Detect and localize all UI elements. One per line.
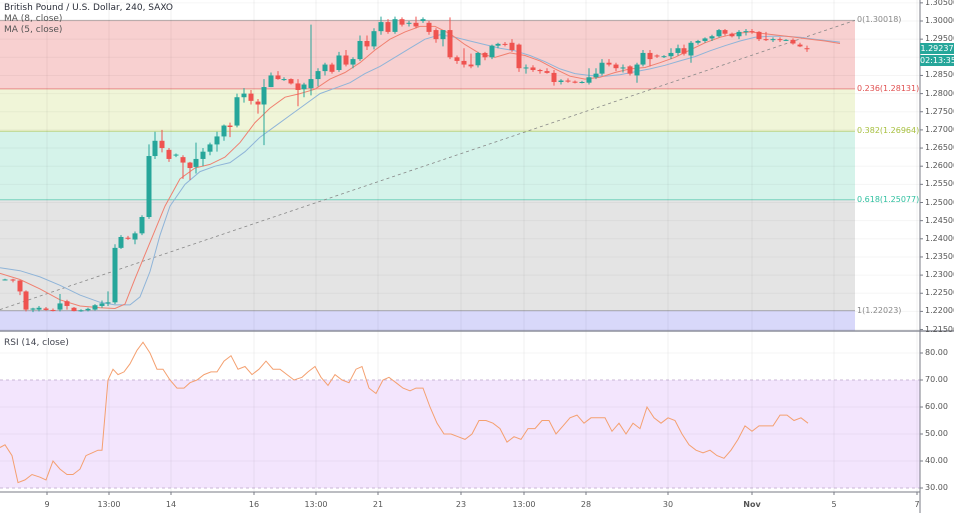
- current-price-tag: 1.29237: [920, 43, 954, 54]
- time-tick-label: 5: [831, 500, 837, 509]
- fib-level-label: 0.236(1.28131): [857, 83, 920, 93]
- price-tick-label: 1.22500: [925, 288, 954, 298]
- time-tick-label: 28: [580, 500, 592, 509]
- time-tick-label: 13:00: [97, 500, 121, 509]
- time-tick-label: 21: [372, 500, 384, 509]
- time-tick-label: Nov: [743, 500, 761, 509]
- symbol-title[interactable]: British Pound / U.S. Dollar, 240, SAXO: [4, 3, 174, 13]
- time-tick-label: 30: [662, 500, 674, 509]
- price-tick-label: 1.24500: [925, 215, 954, 225]
- rsi-tick-label: 80.00: [925, 348, 948, 357]
- fib-level-label: 0.382(1.26964): [857, 126, 920, 136]
- time-tick-label: 14: [165, 500, 177, 509]
- price-tick-label: 1.23000: [925, 270, 954, 280]
- price-tick-label: 1.26000: [925, 161, 954, 171]
- fib-level-label: 1(1.22023): [857, 305, 902, 315]
- price-tick-label: 1.26500: [925, 143, 954, 153]
- price-tick-label: 1.30000: [925, 16, 954, 25]
- price-tick-label: 1.25000: [925, 197, 954, 207]
- price-tick-label: 1.28000: [925, 88, 954, 98]
- price-tick-label: 1.24000: [925, 233, 954, 243]
- ma5-legend[interactable]: MA (5, close): [4, 25, 63, 35]
- rsi-tick-label: 70.00: [925, 375, 948, 384]
- price-tick-label: 1.21500: [925, 324, 954, 334]
- time-tick-label: 16: [248, 500, 260, 509]
- price-tick-label: 1.27000: [925, 124, 954, 134]
- rsi-tick-label: 40.00: [925, 456, 948, 465]
- rsi-tick-label: 60.00: [925, 402, 948, 411]
- ma8-legend[interactable]: MA (8, close): [4, 14, 63, 24]
- price-tick-label: 1.23500: [925, 251, 954, 261]
- price-tick-label: 1.22000: [925, 306, 954, 316]
- countdown-tag: 02:13:35: [920, 55, 954, 66]
- price-tick-label: 1.25500: [925, 179, 954, 189]
- price-tick-label: 1.29500: [925, 34, 954, 44]
- time-tick-label: 23: [455, 500, 467, 509]
- price-tick-label: 1.28500: [925, 70, 954, 80]
- rsi-tick-label: 50.00: [925, 429, 948, 438]
- time-tick-label: 13:00: [304, 500, 328, 509]
- price-tick-label: 1.27500: [925, 106, 954, 116]
- time-tick-label: 9: [44, 500, 50, 509]
- price-tick-label: 1.30500: [925, 0, 954, 7]
- time-tick-label: 13:00: [512, 500, 536, 509]
- rsi-legend[interactable]: RSI (14, close): [4, 338, 69, 348]
- rsi-tick-label: 30.00: [925, 483, 948, 492]
- fib-level-label: 0.618(1.25077): [857, 194, 920, 204]
- fib-level-label: 0(1.30018): [857, 15, 902, 25]
- time-tick-label: 7: [914, 500, 920, 509]
